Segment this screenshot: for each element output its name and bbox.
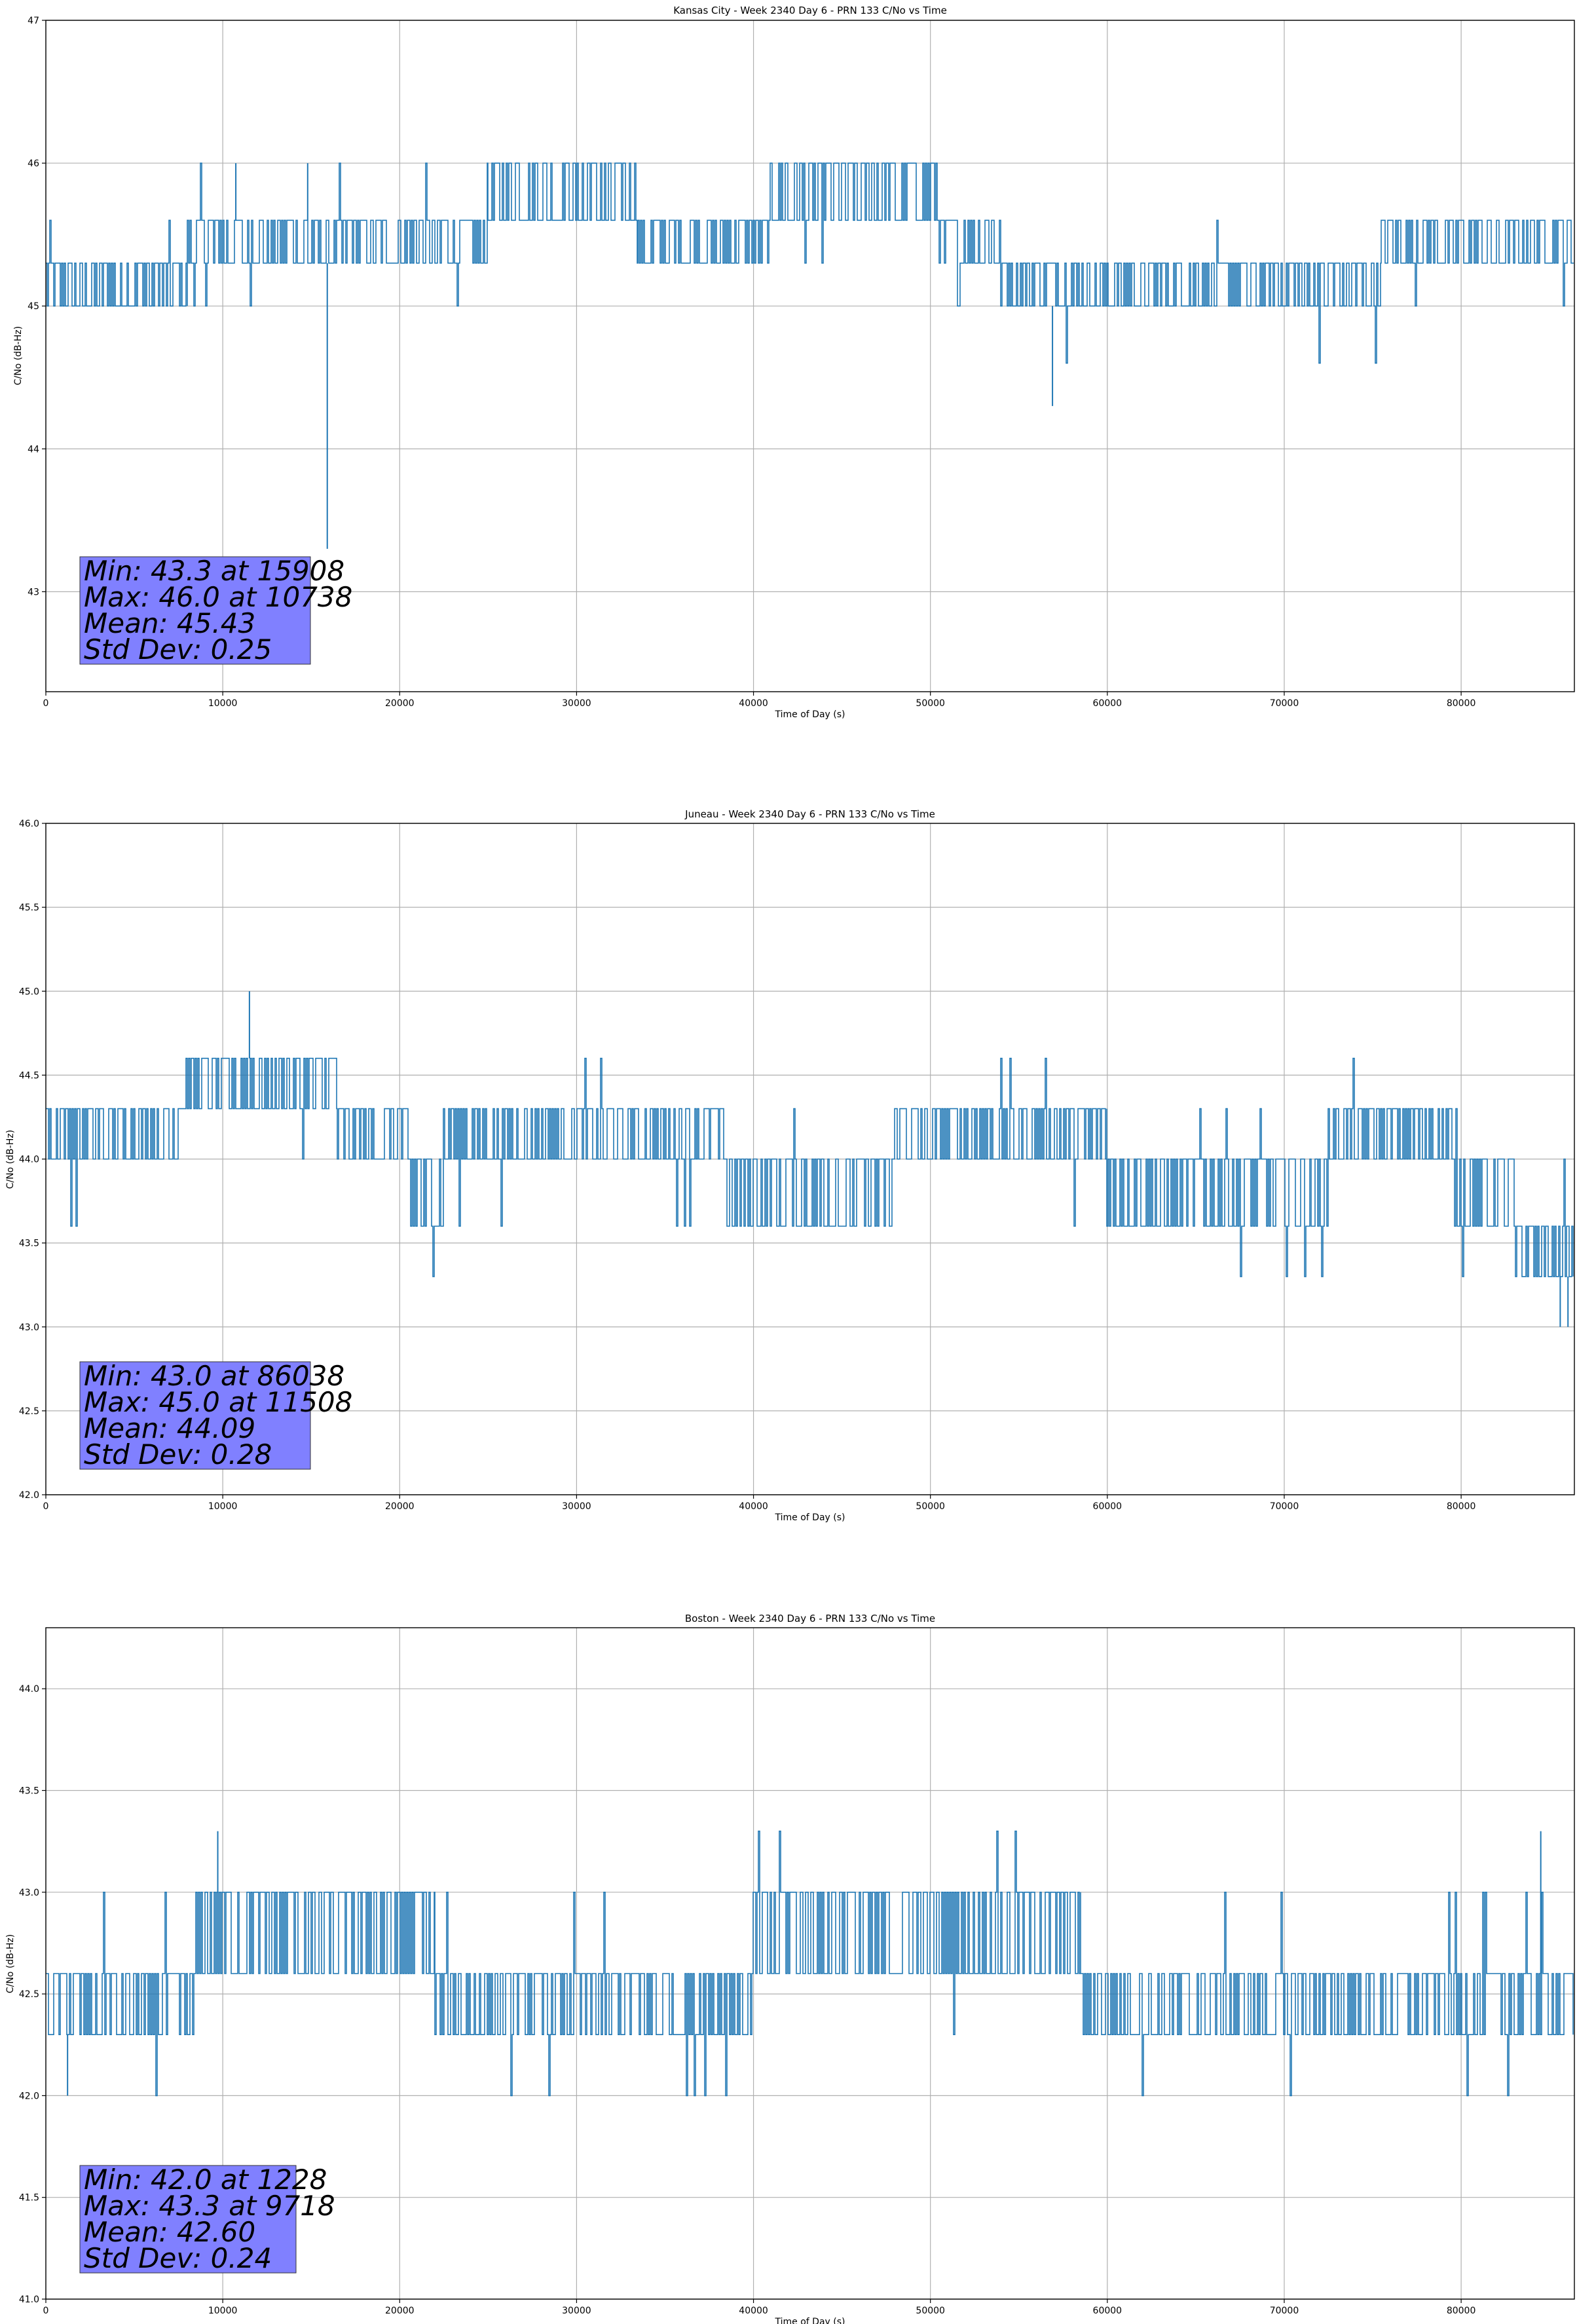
plot-title: Boston - Week 2340 Day 6 - PRN 133 C/No … bbox=[685, 1613, 935, 1624]
stats-mean: Mean: 45.43 bbox=[84, 607, 255, 639]
y-tick-label: 44 bbox=[28, 444, 39, 455]
x-tick-label: 30000 bbox=[562, 2306, 591, 2316]
x-tick-label: 80000 bbox=[1447, 1501, 1476, 1512]
stats-max: Max: 46.0 at 10738 bbox=[84, 581, 352, 613]
x-tick-label: 40000 bbox=[739, 1501, 768, 1512]
y-tick-label: 47 bbox=[28, 16, 39, 26]
x-tick-label: 20000 bbox=[385, 2306, 415, 2316]
y-tick-label: 43.0 bbox=[19, 1322, 39, 1333]
stats-box-background bbox=[79, 556, 311, 665]
x-tick-label: 10000 bbox=[208, 2306, 238, 2316]
x-axis-label: Time of Day (s) bbox=[775, 2317, 845, 2324]
stats-max: Max: 43.3 at 9718 bbox=[84, 2190, 335, 2222]
stats-min: Min: 42.0 at 1228 bbox=[84, 2164, 327, 2196]
x-tick-label: 10000 bbox=[208, 698, 238, 709]
y-tick-label: 46 bbox=[28, 159, 39, 169]
y-tick-label: 43.5 bbox=[19, 1786, 39, 1796]
x-tick-label: 60000 bbox=[1093, 1501, 1122, 1512]
y-tick-label: 42.0 bbox=[19, 1490, 39, 1501]
y-axis-label: C/No (dB-Hz) bbox=[13, 326, 24, 385]
stats-std-dev: Std Dev: 0.24 bbox=[84, 2242, 272, 2274]
y-tick-label: 44.0 bbox=[19, 1155, 39, 1165]
stats-min: Min: 43.0 at 86038 bbox=[84, 1360, 344, 1392]
y-tick-label: 45.5 bbox=[19, 903, 39, 913]
x-tick-label: 50000 bbox=[916, 1501, 945, 1512]
x-tick-label: 60000 bbox=[1093, 698, 1122, 709]
x-tick-label: 30000 bbox=[562, 1501, 591, 1512]
stats-mean: Mean: 42.60 bbox=[84, 2216, 255, 2248]
plot-frame bbox=[45, 20, 1575, 692]
x-tick-label: 50000 bbox=[916, 2306, 945, 2316]
subplot-boston: Boston - Week 2340 Day 6 - PRN 133 C/No … bbox=[5, 1613, 1575, 2324]
x-tick-label: 70000 bbox=[1270, 1501, 1299, 1512]
y-tick-label: 42.0 bbox=[19, 2091, 39, 2101]
y-tick-label: 46.0 bbox=[19, 819, 39, 829]
stats-box: Min: 42.0 at 1228 Max: 43.3 at 9718 Mean… bbox=[79, 2164, 335, 2274]
x-tick-label: 0 bbox=[43, 2306, 49, 2316]
stats-std-dev: Std Dev: 0.28 bbox=[84, 1438, 272, 1471]
plot-frame bbox=[45, 1627, 1575, 2300]
stats-box-background bbox=[79, 2165, 297, 2274]
y-tick-label: 42.5 bbox=[19, 1406, 39, 1417]
x-axis-label: Time of Day (s) bbox=[775, 1512, 845, 1523]
x-tick-label: 20000 bbox=[385, 698, 415, 709]
x-tick-label: 0 bbox=[43, 698, 49, 709]
stats-min: Min: 43.3 at 15908 bbox=[84, 555, 344, 587]
y-tick-label: 45 bbox=[28, 301, 39, 312]
x-axis-label: Time of Day (s) bbox=[775, 709, 845, 720]
y-tick-label: 43.5 bbox=[19, 1239, 39, 1249]
x-tick-label: 70000 bbox=[1270, 698, 1299, 709]
x-tick-label: 60000 bbox=[1093, 2306, 1122, 2316]
x-tick-label: 40000 bbox=[739, 2306, 768, 2316]
y-axis-label: C/No (dB-Hz) bbox=[5, 1934, 16, 1993]
subplot-kansas-city: Kansas City - Week 2340 Day 6 - PRN 133 … bbox=[13, 5, 1575, 720]
stats-mean: Mean: 44.09 bbox=[84, 1412, 255, 1444]
x-tick-label: 10000 bbox=[208, 1501, 238, 1512]
plot-title: Juneau - Week 2340 Day 6 - PRN 133 C/No … bbox=[684, 808, 935, 820]
stats-box: Min: 43.3 at 15908 Max: 46.0 at 10738 Me… bbox=[79, 555, 352, 665]
stats-box-background bbox=[79, 1361, 311, 1470]
x-tick-label: 80000 bbox=[1447, 2306, 1476, 2316]
stats-box: Min: 43.0 at 86038 Max: 45.0 at 11508 Me… bbox=[79, 1360, 352, 1471]
x-tick-label: 80000 bbox=[1447, 698, 1476, 709]
subplot-juneau: Juneau - Week 2340 Day 6 - PRN 133 C/No … bbox=[5, 808, 1575, 1523]
y-tick-label: 44.0 bbox=[19, 1684, 39, 1695]
cno-series-line bbox=[46, 1057, 1574, 1277]
stats-std-dev: Std Dev: 0.25 bbox=[84, 633, 272, 665]
cno-series-line bbox=[46, 1830, 1574, 2097]
y-tick-label: 42.5 bbox=[19, 1989, 39, 2000]
x-tick-label: 40000 bbox=[739, 698, 768, 709]
y-tick-label: 41.5 bbox=[19, 2193, 39, 2203]
x-tick-label: 20000 bbox=[385, 1501, 415, 1512]
y-tick-label: 43 bbox=[28, 587, 39, 597]
y-axis-label: C/No (dB-Hz) bbox=[5, 1130, 16, 1189]
y-tick-label: 43.0 bbox=[19, 1888, 39, 1898]
x-tick-label: 50000 bbox=[916, 698, 945, 709]
y-tick-label: 41.0 bbox=[19, 2295, 39, 2305]
plot-frame bbox=[45, 823, 1575, 1495]
y-tick-label: 45.0 bbox=[19, 986, 39, 997]
y-tick-label: 44.5 bbox=[19, 1070, 39, 1081]
plot-title: Kansas City - Week 2340 Day 6 - PRN 133 … bbox=[673, 5, 947, 16]
x-tick-label: 70000 bbox=[1270, 2306, 1299, 2316]
stats-max: Max: 45.0 at 11508 bbox=[84, 1386, 352, 1418]
cno-series-line bbox=[46, 162, 1574, 364]
x-tick-label: 0 bbox=[43, 1501, 49, 1512]
x-tick-label: 30000 bbox=[562, 698, 591, 709]
